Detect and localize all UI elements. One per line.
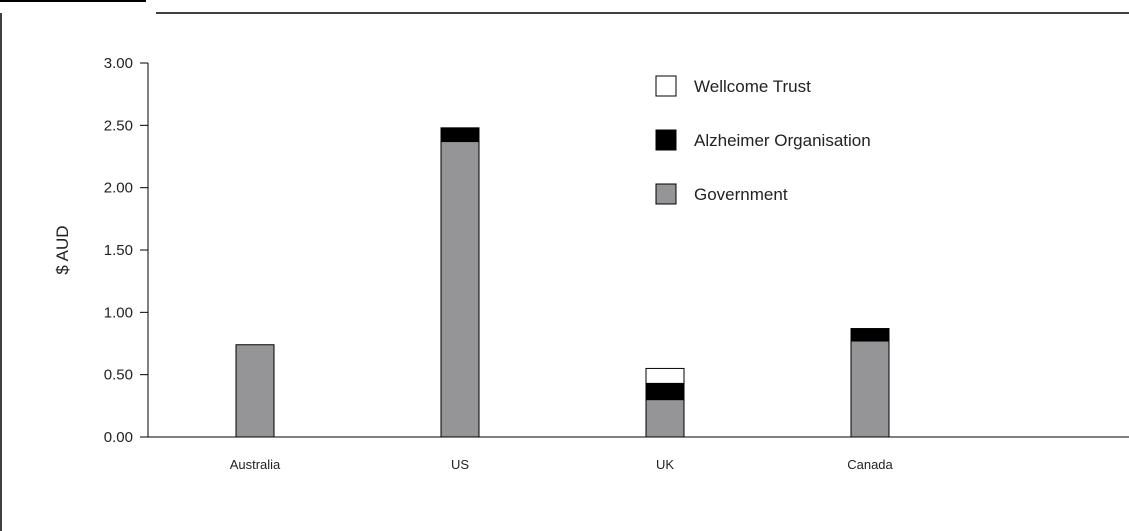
y-tick-label: 2.50 bbox=[104, 117, 133, 134]
bar-segment bbox=[850, 328, 890, 342]
bar-segment bbox=[440, 141, 480, 438]
bars bbox=[235, 127, 890, 438]
legend-swatch bbox=[655, 75, 677, 97]
bar-segment bbox=[440, 127, 480, 143]
x-tick-label: US bbox=[451, 457, 469, 472]
bar-segment bbox=[850, 340, 890, 438]
y-tick-label: 0.00 bbox=[104, 429, 133, 446]
bar-segment bbox=[645, 367, 685, 384]
y-tick-label: 1.00 bbox=[104, 304, 133, 321]
legend: Wellcome Trust Alzheimer Organisation Gove… bbox=[655, 75, 871, 205]
legend-label: Government bbox=[694, 185, 788, 204]
legend-swatch bbox=[655, 183, 677, 205]
y-tick-label: 2.00 bbox=[104, 180, 133, 197]
legend-label: Alzheimer Organisation bbox=[694, 131, 871, 150]
y-tick-label: 3.00 bbox=[104, 55, 133, 72]
legend-swatch bbox=[655, 129, 677, 151]
bar-segment bbox=[235, 344, 275, 438]
x-tick-label: Australia bbox=[230, 457, 281, 472]
axes: 0.00 0.50 1.00 1.50 2.00 2.50 3.00 bbox=[104, 55, 1129, 446]
x-axis-labels: Australia US UK Canada bbox=[230, 457, 894, 472]
legend-label: Wellcome Trust bbox=[694, 77, 811, 96]
x-tick-label: UK bbox=[656, 457, 674, 472]
y-tick-label: 0.50 bbox=[104, 367, 133, 384]
y-tick-label: 1.50 bbox=[104, 242, 133, 259]
x-tick-label: Canada bbox=[847, 457, 893, 472]
bar-segment bbox=[645, 382, 685, 401]
y-axis-title: $ AUD bbox=[53, 225, 72, 274]
bar-segment bbox=[645, 399, 685, 438]
